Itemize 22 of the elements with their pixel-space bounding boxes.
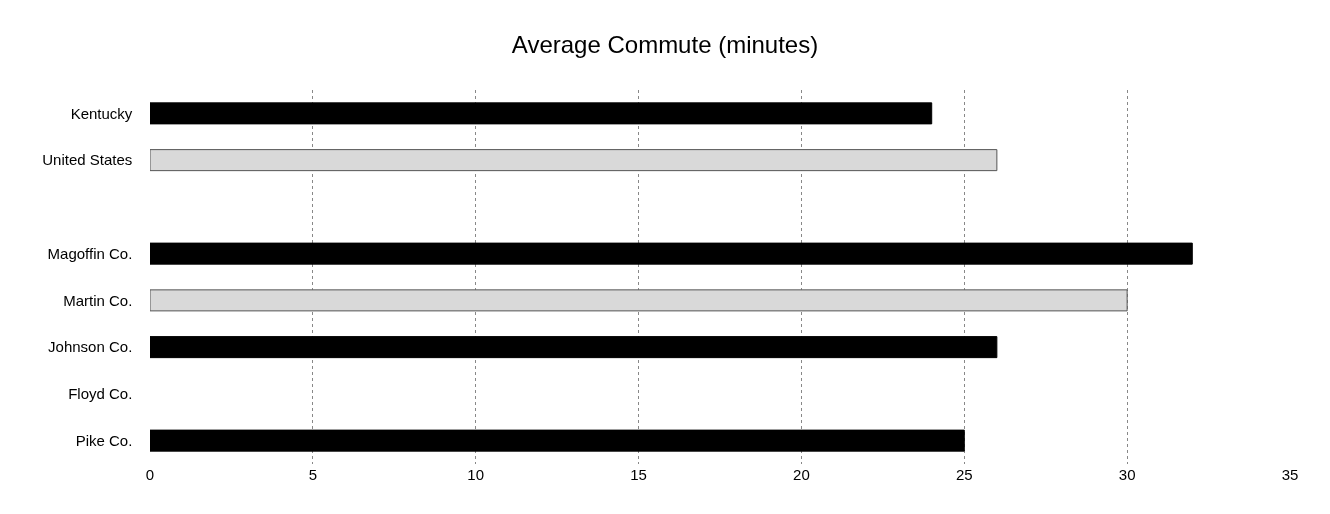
- y-tick-label: Floyd Co.: [68, 385, 149, 403]
- x-tick-label: 30: [1118, 466, 1136, 483]
- x-tick-label: 0: [145, 466, 155, 483]
- y-tick-label: Kentucky: [70, 104, 149, 122]
- bar: [150, 242, 1193, 265]
- x-tick-label: 10: [467, 466, 485, 483]
- x-tick-label: 5: [308, 466, 318, 483]
- bar: [150, 102, 933, 125]
- bar: [150, 336, 998, 359]
- bar: [150, 289, 1128, 312]
- x-tick-label: 15: [630, 466, 647, 483]
- y-tick-label: Pike Co.: [75, 431, 149, 449]
- bar: [150, 149, 998, 172]
- chart-title: Average Commute (minutes): [511, 30, 819, 58]
- y-tick-label: Magoffin Co.: [47, 244, 149, 262]
- y-tick-label: Johnson Co.: [48, 338, 149, 356]
- x-tick-label: 35: [1281, 466, 1299, 483]
- y-tick-label: Martin Co.: [63, 291, 149, 309]
- x-tick-label: 20: [793, 466, 810, 483]
- bar: [150, 429, 965, 452]
- y-tick-label: United States: [42, 151, 149, 169]
- x-tick-label: 25: [955, 466, 973, 483]
